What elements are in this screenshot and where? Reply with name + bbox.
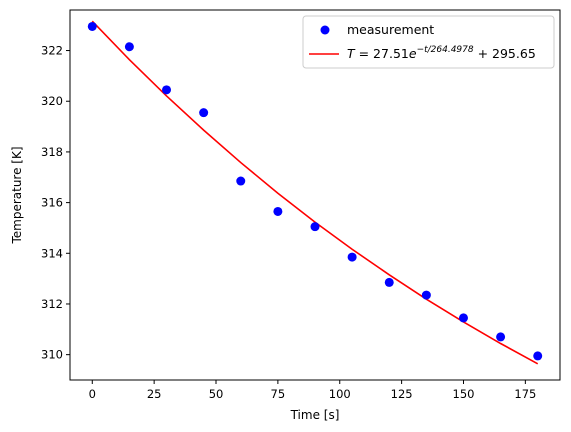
data-point	[496, 332, 506, 342]
x-tick-label: 25	[147, 387, 162, 401]
plot-area	[70, 10, 560, 380]
legend-fit-label: T = 27.51e−t/264.4978 + 295.65	[347, 45, 536, 61]
y-tick-label: 310	[41, 348, 63, 362]
data-point	[310, 222, 320, 232]
x-axis-label: Time [s]	[290, 408, 340, 422]
data-point	[162, 85, 172, 95]
x-tick-label: 150	[453, 387, 475, 401]
axes-background	[70, 10, 560, 380]
y-tick-label: 318	[41, 145, 63, 159]
data-point	[124, 42, 134, 52]
legend-box	[302, 15, 555, 69]
y-axis-label: Temperature [K]	[10, 146, 24, 244]
axes-frame	[69, 9, 561, 381]
x-tick-label: 75	[271, 387, 286, 401]
data-point	[236, 176, 246, 186]
chart-marks	[87, 20, 543, 365]
data-point	[421, 290, 431, 300]
data-point	[533, 351, 543, 361]
data-point	[199, 108, 209, 118]
legend: measurement T = 27.51e−t/264.4978 + 295.…	[302, 15, 555, 69]
legend-measurement-marker	[320, 25, 330, 35]
y-tick-label: 320	[41, 94, 63, 108]
y-tick-label: 316	[41, 196, 63, 210]
data-point	[87, 21, 97, 31]
data-point	[384, 277, 394, 287]
x-tick-label: 125	[391, 387, 413, 401]
data-point	[273, 206, 283, 216]
data-point	[347, 252, 357, 262]
data-point	[458, 313, 468, 323]
x-tick-label: 0	[89, 387, 96, 401]
x-tick-label: 50	[209, 387, 224, 401]
x-tick-label: 100	[329, 387, 351, 401]
axis-ticks: 0 25 50 75 100 125 150 175 310 312 314 316 318 320 322	[41, 44, 536, 401]
y-tick-label: 322	[41, 44, 63, 58]
x-tick-label: 175	[514, 387, 536, 401]
y-tick-label: 312	[41, 297, 63, 311]
legend-measurement-label: measurement	[347, 22, 434, 37]
y-tick-label: 314	[41, 246, 63, 260]
